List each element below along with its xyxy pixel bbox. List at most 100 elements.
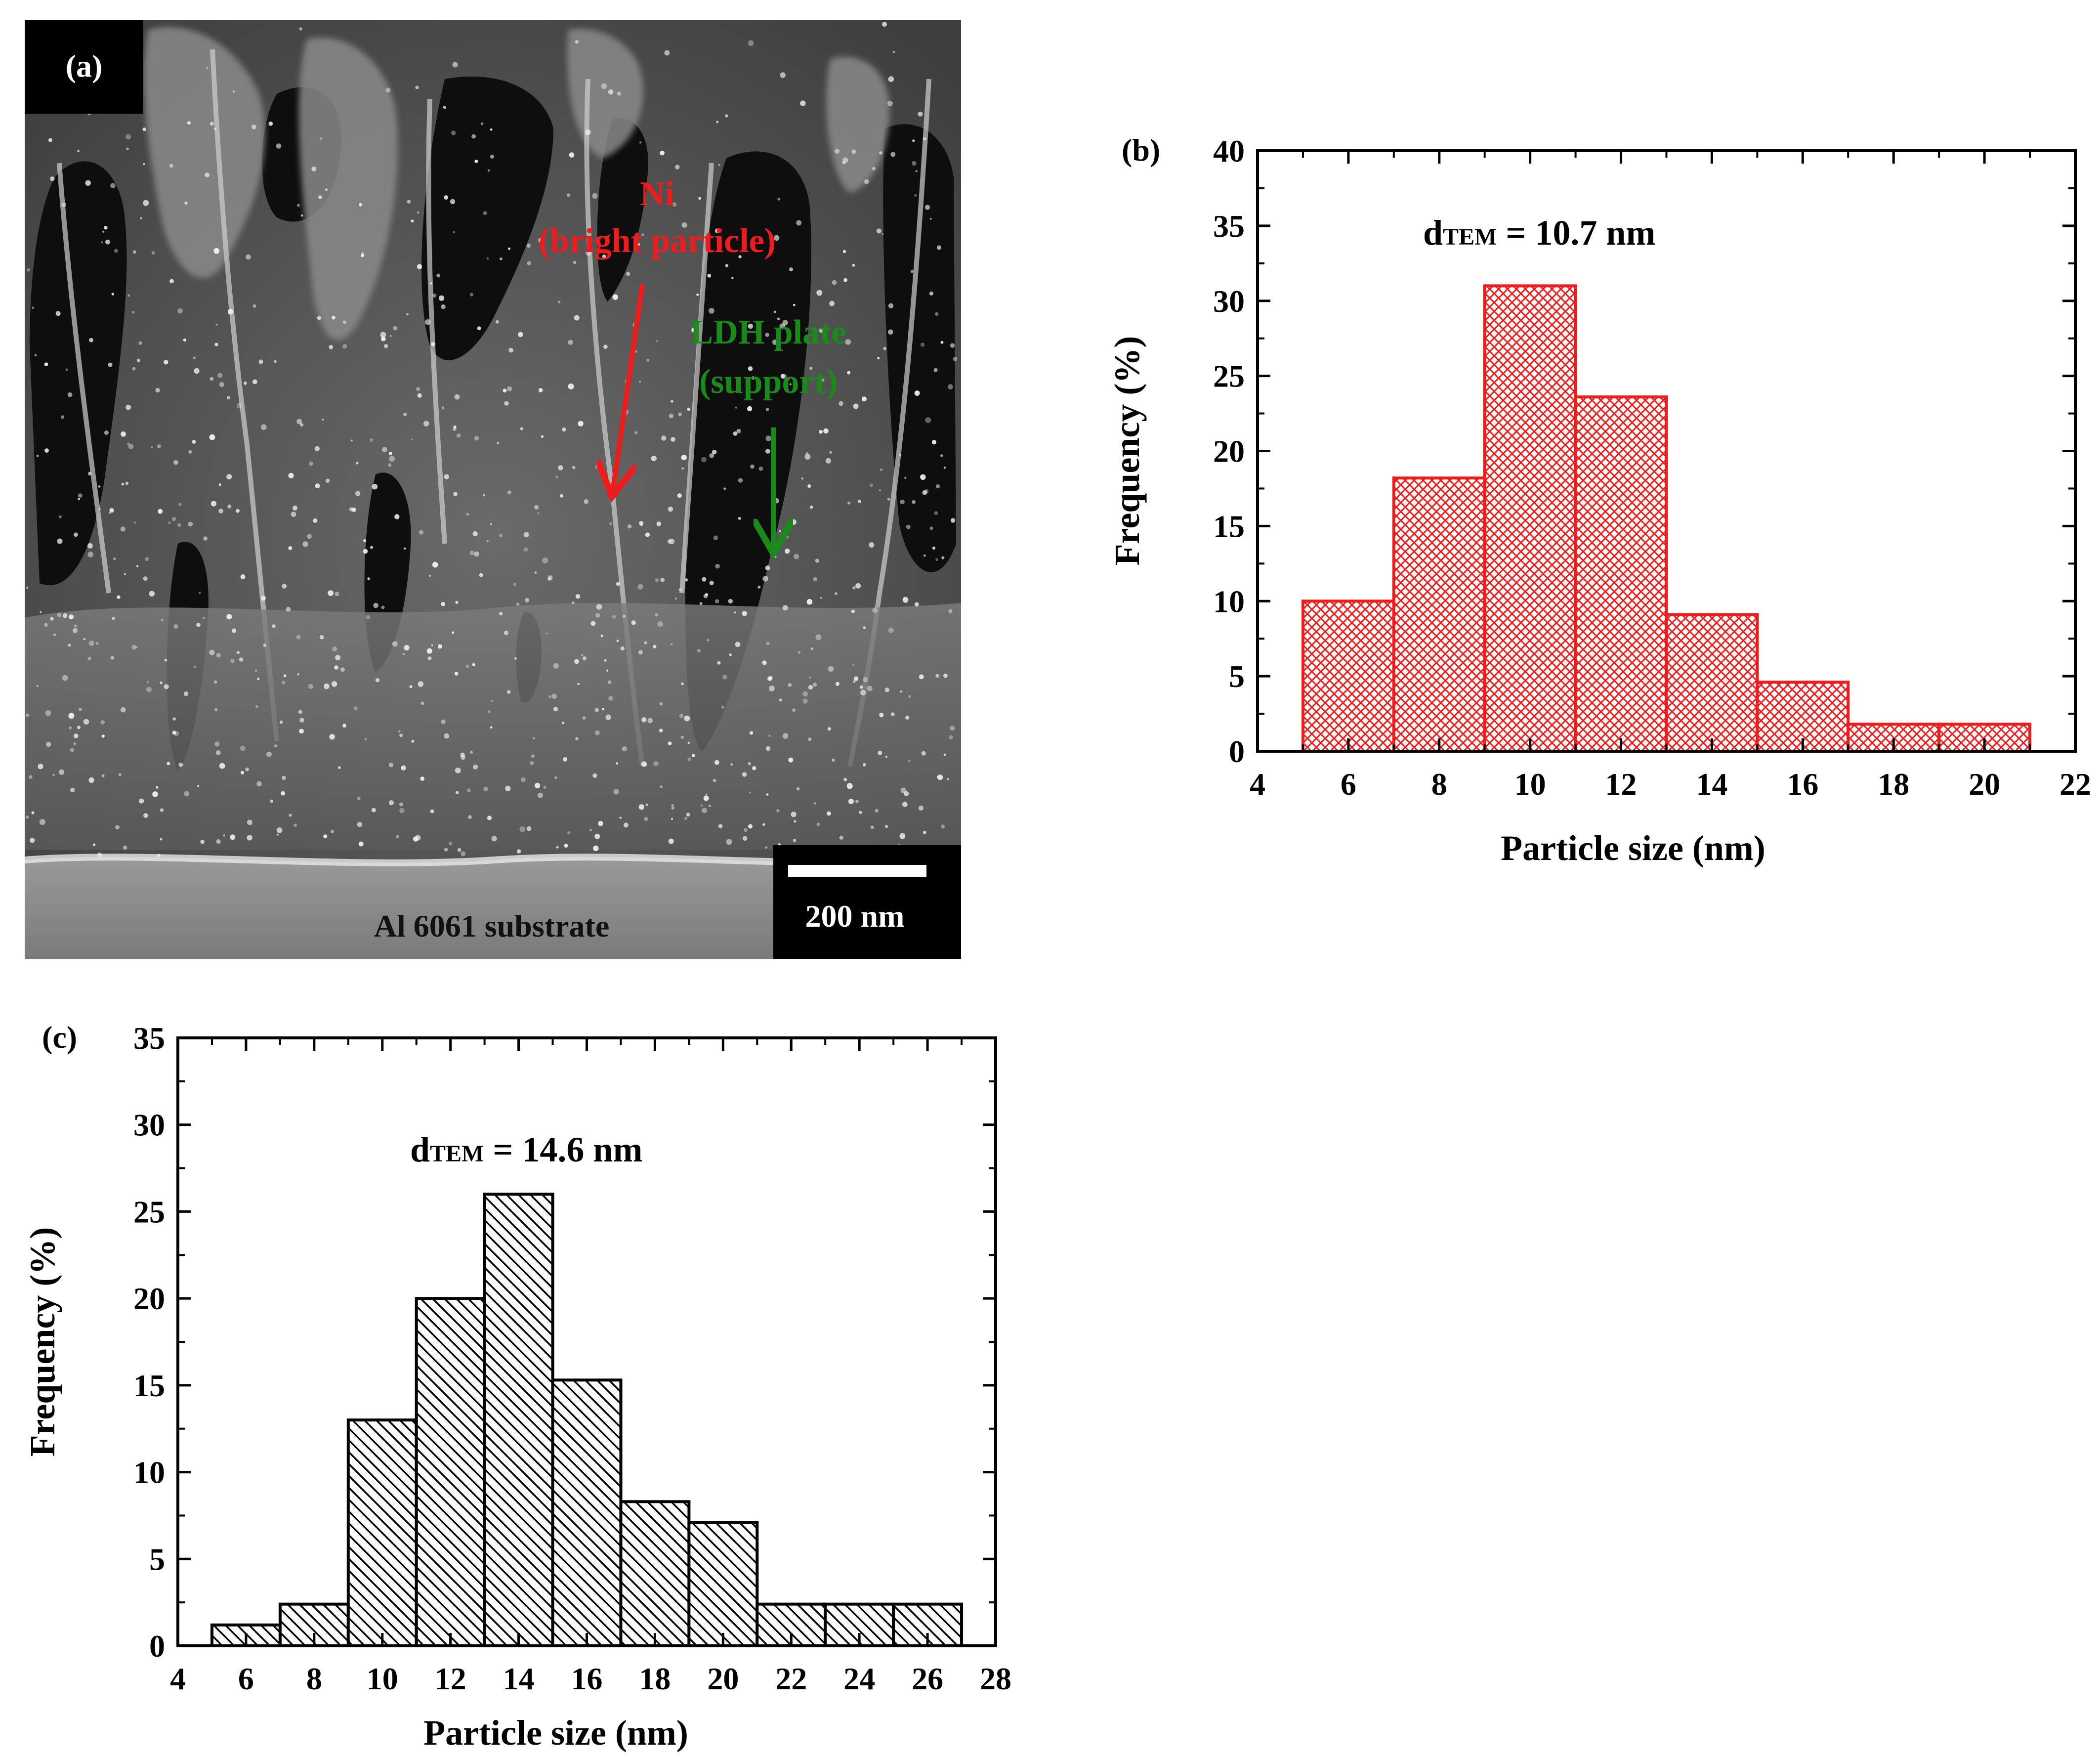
ni-particle (846, 783, 853, 789)
ni-particle (409, 685, 413, 688)
ni-particle (48, 138, 52, 142)
ni-particle (469, 550, 475, 556)
ni-particle (700, 804, 703, 807)
ni-particle (802, 691, 808, 697)
ni-particle (427, 656, 432, 661)
ni-particle (842, 250, 846, 254)
ni-particle (543, 786, 546, 789)
ni-particle (393, 326, 398, 331)
ni-particle (500, 257, 503, 260)
ni-particle (299, 718, 304, 723)
ni-particle (568, 383, 574, 389)
ni-particle (638, 804, 644, 810)
histogram-c-bar (551, 1378, 623, 1647)
ni-particle (118, 773, 122, 776)
ni-particle (483, 786, 488, 791)
ni-particle (829, 451, 832, 454)
ni-particle (516, 849, 521, 854)
y-tick-label: 40 (1213, 133, 1245, 169)
ni-particle (145, 557, 149, 561)
ni-particle (677, 493, 682, 498)
ni-particle (133, 521, 136, 524)
ni-particle (209, 434, 215, 440)
ni-particle (102, 230, 105, 233)
ni-particle (146, 686, 152, 692)
ni-particle (215, 323, 218, 326)
ni-particle (216, 653, 221, 658)
ni-particle (213, 248, 220, 254)
ni-particle (50, 176, 55, 181)
ni-particle (246, 254, 251, 260)
ni-particle (206, 67, 209, 70)
ni-particle (567, 831, 571, 835)
ni-particle (742, 772, 747, 777)
ni-particle (532, 737, 535, 740)
panel-a-letter: (a) (66, 48, 103, 84)
y-tick-label: 0 (149, 1629, 165, 1664)
ni-particle (508, 247, 510, 250)
ni-particle (258, 359, 263, 364)
ni-particle (286, 606, 291, 612)
ni-particle (905, 715, 910, 720)
histogram-c-letter: (c) (42, 1020, 77, 1055)
ni-particle (444, 474, 449, 479)
ni-particle (55, 311, 61, 316)
ni-particle (218, 509, 223, 514)
ni-particle (723, 487, 726, 490)
ni-particle (863, 626, 866, 629)
ni-particle (631, 620, 636, 625)
ni-particle (709, 805, 711, 807)
ni-particle (671, 643, 673, 645)
ni-particle (507, 490, 511, 495)
ni-particle (929, 217, 932, 220)
ni-particle (315, 483, 320, 488)
ni-particle (815, 634, 822, 641)
ni-particle (98, 485, 101, 488)
ni-particle (574, 315, 580, 321)
ni-particle (183, 691, 189, 696)
ni-particle (491, 700, 494, 702)
ni-particle (313, 518, 318, 523)
ni-particle (320, 137, 323, 140)
ni-particle (638, 381, 641, 383)
x-tick-label: 6 (1341, 767, 1356, 802)
ni-particle (904, 791, 909, 796)
ni-particle (845, 339, 851, 345)
ni-particle (44, 623, 48, 627)
ni-particle (457, 848, 462, 852)
ni-particle (899, 453, 902, 456)
ni-particle (812, 683, 817, 687)
ni-particle (834, 148, 840, 154)
ni-particle (136, 565, 139, 567)
y-tick-label: 25 (133, 1194, 165, 1229)
ni-particle (218, 483, 221, 486)
ni-particle (453, 231, 455, 233)
x-tick-label: 22 (2059, 767, 2091, 802)
ni-particle (322, 418, 324, 421)
ni-particle (574, 659, 579, 664)
ni-particle (53, 633, 56, 637)
ni-particle (526, 244, 531, 248)
ni-particle (900, 499, 905, 505)
ni-particle (506, 690, 511, 694)
ni-particle (684, 715, 690, 722)
ni-particle (843, 278, 848, 282)
ni-particle (454, 672, 459, 676)
ni-particle (815, 558, 820, 563)
ni-particle (299, 729, 304, 734)
ni-particle (890, 712, 895, 717)
ni-particle (553, 663, 559, 669)
ni-particle (914, 390, 920, 396)
ni-particle (184, 201, 188, 205)
ni-particle (288, 472, 294, 478)
ni-particle (674, 598, 677, 600)
ni-particle (656, 521, 662, 526)
ni-particle (375, 678, 380, 683)
ni-particle (420, 776, 424, 781)
ni-particle (765, 846, 767, 849)
ni-particle (603, 344, 608, 349)
ni-particle (716, 121, 719, 124)
ni-particle (140, 217, 142, 219)
ni-particle (92, 843, 96, 847)
ni-particle (765, 435, 771, 441)
